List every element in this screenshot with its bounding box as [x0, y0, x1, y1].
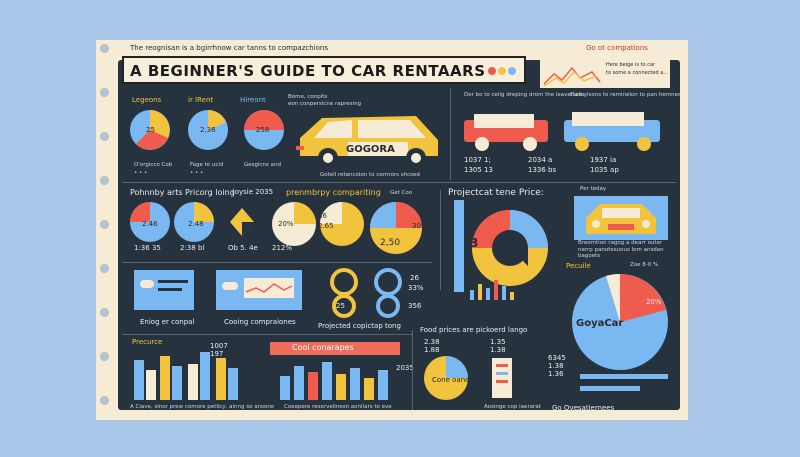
row2-pie-g: 36 — [318, 212, 327, 220]
brand-val-c: 1.36 — [548, 370, 564, 378]
row3-mid-cap: Projected copictap tong — [318, 322, 401, 330]
car-brand: GOGORA — [346, 144, 395, 155]
row3-val-d: 356 — [408, 302, 422, 310]
car-legend-1: Bome, conplts — [288, 94, 328, 100]
row3-rings — [330, 268, 402, 318]
row2-left-title2: (oysie 2035 — [232, 188, 274, 196]
brand-val-a: 6345 — [548, 354, 566, 362]
row3-right-note: Zoe 8-0 % — [630, 262, 659, 268]
row2-donut-chart — [454, 200, 548, 292]
row2-caption-b: 2:38 bl — [180, 244, 205, 252]
car-legend-2: eon conperslcne rapresing — [288, 101, 362, 107]
row2-right-title: Projectcat tene Price: — [448, 188, 544, 198]
row2-mid-sub: Get Coo — [390, 190, 413, 196]
row4-mid-val: 2035 — [396, 364, 414, 372]
intro-line: The reognisan is a bgirrhnow car tanns t… — [130, 44, 328, 52]
row1-pie-c-note: Gesgicns and — [244, 162, 282, 168]
row4-left-val-b: 197 — [210, 350, 224, 358]
row2-pie-d: 2.65 — [318, 222, 334, 230]
row1-pie-b-value: 2,36 — [200, 126, 216, 134]
title-dots — [488, 67, 516, 75]
row1-label-c: Hireont — [240, 96, 266, 104]
row2-car-front — [574, 196, 668, 240]
compare-text: Der bo to celig dreping drom the leavert… — [464, 92, 585, 98]
row4-left-val-a: 1007 — [210, 342, 228, 350]
top-right-heading: Go ot compations — [586, 44, 648, 52]
row2-pie-e: 2,50 — [380, 238, 401, 248]
brand-big: GoyaCar — [576, 318, 624, 329]
brand-footer: Go Ovesatiernees — [552, 404, 615, 412]
big-pie-note: 20% — [646, 298, 662, 306]
row4-left-caption: A Ciave, sinor prew comore petlicy, ainn… — [130, 404, 275, 410]
row2-caption-c: Ob 5. 4e — [228, 244, 258, 252]
row2-caption-a: 1:36 35 — [134, 244, 161, 252]
row2-pie-b: 2.48 — [188, 220, 204, 228]
row1-pie-b-note: Fage to ucid — [190, 162, 224, 168]
ui-card-1 — [134, 270, 194, 310]
row4-mid-caption: Coeapere reservelinesn aonllars to eve — [284, 404, 392, 410]
row4-right-title: Food prices are pickoerd lango — [420, 326, 528, 334]
row2-pies — [130, 202, 254, 242]
row1-pies — [130, 110, 284, 150]
compare-val-c: 1937 ia — [590, 156, 617, 164]
ui-card-2 — [216, 270, 302, 310]
row1-label-b: ir IRent — [188, 96, 214, 104]
row4-right-val-a: 2.38 — [424, 338, 440, 346]
row3-val-b: 33% — [408, 284, 424, 292]
row4-left-bars — [134, 352, 238, 400]
row2-pie-a: 2.46 — [142, 220, 158, 228]
row4-left-title: Precurce — [132, 338, 163, 346]
title-bar: A BEGINNER'S GUIDE TO CAR RENTAARS — [122, 56, 526, 84]
row2-mid-pies — [272, 202, 422, 254]
row1-label-a: Legeons — [132, 96, 162, 104]
compare-val2-b: 1336 bs — [528, 166, 557, 174]
panel-line2: to some a connected a... — [606, 70, 669, 76]
row4-right-val-d: 1.38 — [490, 346, 506, 354]
compare-val2-c: 1035 ap — [590, 166, 619, 174]
row1-pie-b-note2: • • • — [190, 170, 204, 176]
row1-pie-a-note: O'orgicco Cob — [134, 162, 173, 168]
mid-banner-text: Cool conarapes — [292, 343, 354, 352]
row2-left-title: Pohnnby arts Pricorg loing — [130, 188, 235, 197]
compare-val-a: 1037 1; — [464, 156, 491, 164]
row1-pie-c-value: 258 — [256, 126, 270, 134]
brand-bar-1 — [580, 374, 668, 379]
row4-right-val-c: 1.35 — [490, 338, 506, 346]
row4-right-pie — [424, 356, 512, 400]
row3-left-cap2: Cooing compraiones — [224, 318, 296, 326]
compare-val-b: 2034 a — [528, 156, 553, 164]
row3-left-cap1: Eniog er conpal — [140, 318, 195, 326]
row2-pie-c: 20% — [278, 220, 294, 228]
binder-holes — [100, 40, 112, 420]
panel-line1: Here beige is to car — [606, 62, 655, 68]
row2-mid-title: prenmbrpy compariting — [286, 188, 381, 197]
row3-right-label: Pecuile — [566, 262, 591, 270]
row2-small-bars — [470, 280, 514, 300]
row1-pie-a-note2: • • • — [134, 170, 148, 176]
mini-line-chart — [543, 66, 601, 87]
row2-pie-f: 30% — [412, 222, 428, 230]
row4-pie-label: Cone oane — [432, 376, 470, 384]
row3-val-c: 26 — [410, 274, 419, 282]
big-pie-chart — [572, 273, 668, 370]
compare-text2: Cancylsons to reminelon to pan hemnes — [570, 92, 681, 98]
compare-val2-a: 1305 13 — [464, 166, 493, 174]
row2-car-note: Breomtion ragog a dearr outer nerrp pano… — [578, 240, 664, 260]
page-title: A BEGINNER'S GUIDE TO CAR RENTAARS — [130, 62, 486, 80]
row4-right-caption: Aosinge cop laerarat — [484, 404, 541, 410]
mid-banner: Cool conarapes — [270, 342, 400, 355]
row4-right-val-b: 1.88 — [424, 346, 440, 354]
car-illustration — [296, 116, 438, 168]
donut-value: 3 — [470, 236, 479, 250]
brand-val-b: 1.38 — [548, 362, 564, 370]
row2-caption-d: 212% — [272, 244, 293, 252]
brand-bar-2 — [580, 386, 640, 391]
row4-mid-bars — [280, 362, 388, 400]
row3-val-a: 25 — [336, 302, 345, 310]
row2-right-tag: Per teday — [580, 186, 607, 192]
car-caption: Gotell retancolon to cerrnors shcsed — [320, 172, 420, 178]
row1-pie-a-value: 25 — [146, 126, 155, 134]
comparison-cars — [464, 112, 660, 151]
top-right-panel: Here beige is to car to some a connected… — [540, 58, 670, 88]
